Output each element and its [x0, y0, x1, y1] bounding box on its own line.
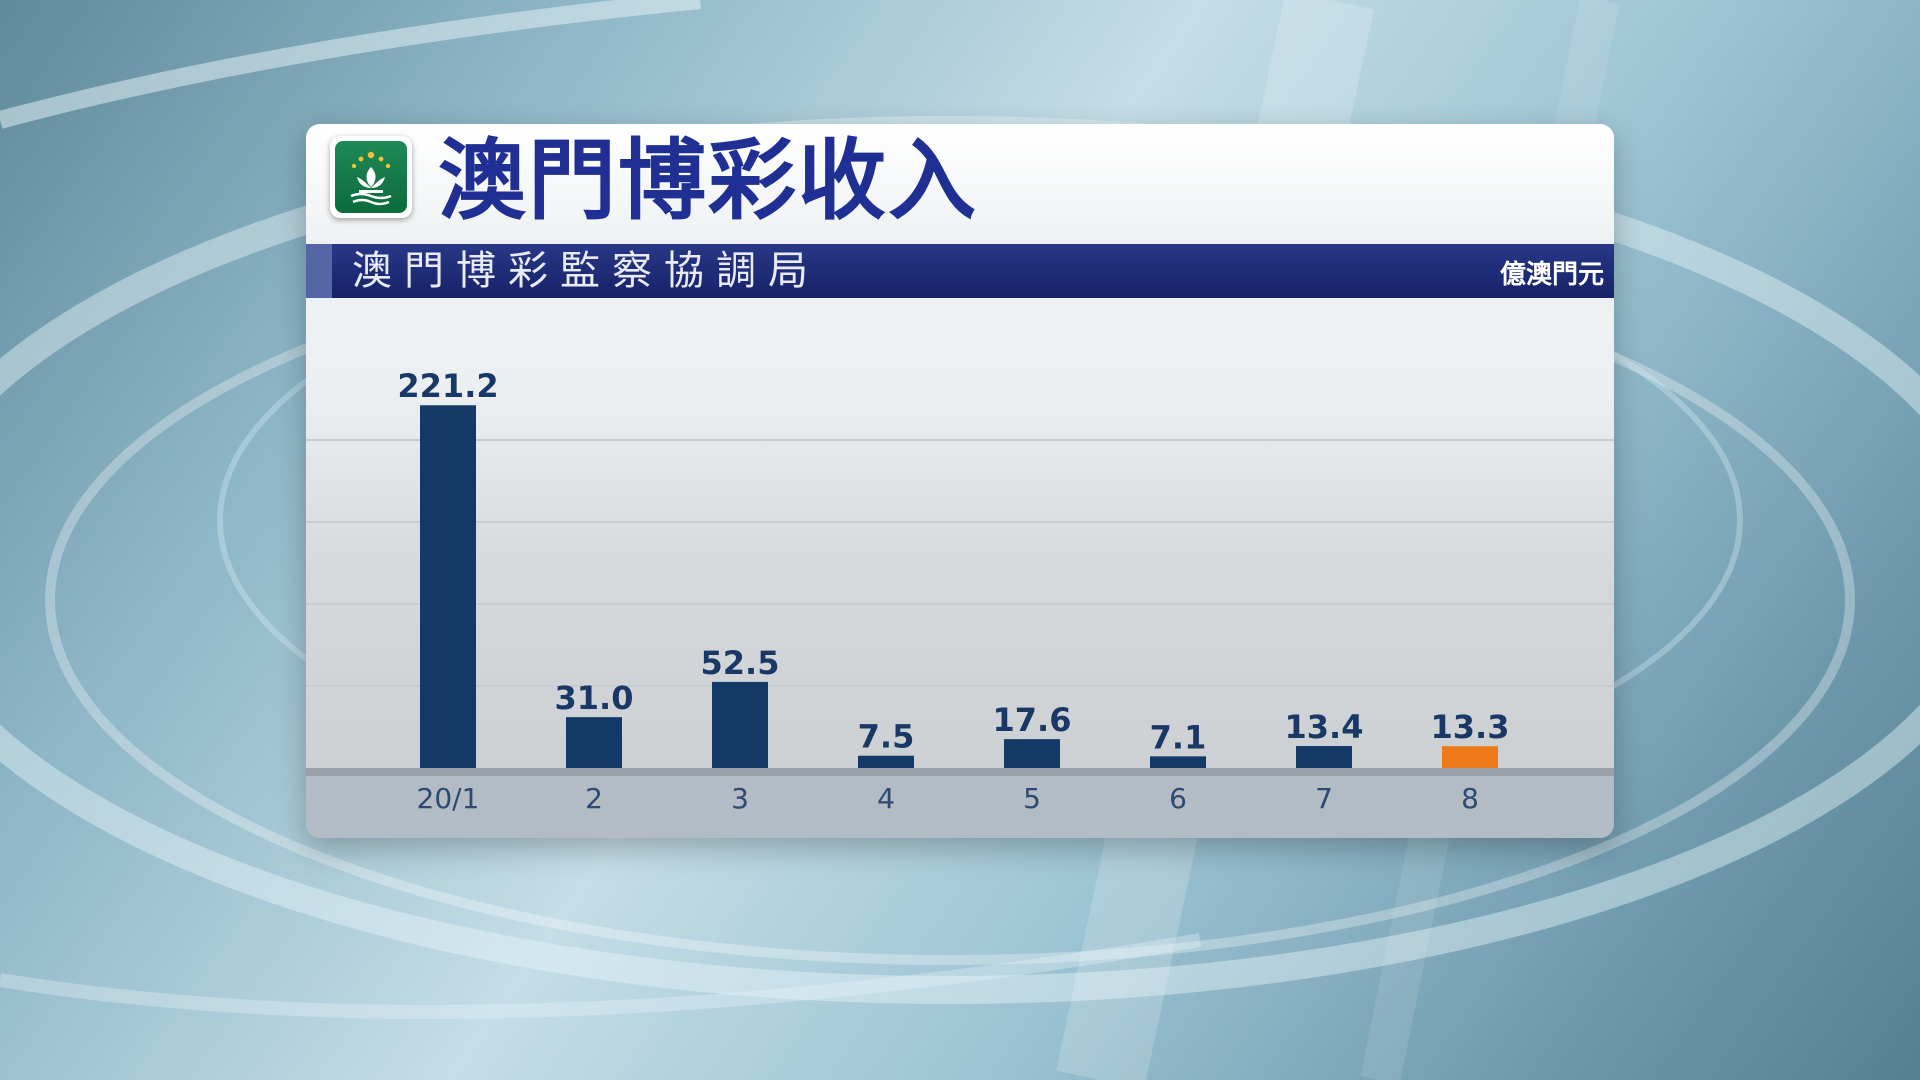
chart-card: 澳門博彩收入 澳門博彩監察協調局 億澳門元 221.2 31.0 52.5 7.5 17… — [306, 124, 1614, 838]
value-label: 13.4 — [1285, 708, 1364, 746]
gridlines — [306, 439, 1614, 687]
subtitle-band: 澳門博彩監察協調局 億澳門元 — [306, 244, 1614, 298]
value-label: 221.2 — [397, 367, 498, 405]
unit-label: 億澳門元 — [1499, 260, 1604, 290]
value-label: 31.0 — [555, 679, 634, 717]
bar-chart: 221.2 31.0 52.5 7.5 17.6 7.1 13.4 13.3 20/1 2 3 4 5… — [306, 367, 1614, 838]
bar-6 — [1150, 756, 1206, 768]
x-tick-label: 6 — [1169, 782, 1187, 815]
header-band — [306, 124, 1614, 244]
x-tick-labels: 20/1 2 3 4 5 6 7 8 — [417, 782, 1479, 815]
bar-5 — [1004, 739, 1060, 768]
bar-7 — [1296, 746, 1352, 768]
value-labels: 221.2 31.0 52.5 7.5 17.6 7.1 13.4 13.3 — [397, 367, 1509, 756]
value-label: 7.5 — [858, 718, 915, 756]
value-label: 17.6 — [993, 701, 1072, 739]
bar-4 — [858, 755, 914, 768]
x-tick-label: 20/1 — [417, 782, 480, 815]
x-tick-label: 4 — [877, 782, 895, 815]
x-tick-label: 2 — [585, 782, 603, 815]
bar-3 — [712, 681, 768, 768]
x-tick-label: 8 — [1461, 782, 1479, 815]
subtitle-accent — [306, 244, 332, 298]
bars — [420, 405, 1498, 768]
x-axis-line — [306, 768, 1614, 776]
bar-20-1 — [420, 405, 476, 768]
x-axis — [306, 768, 1614, 838]
chart-title: 澳門博彩收入 — [438, 129, 979, 232]
lotus-icon — [350, 151, 392, 206]
x-axis-band — [306, 776, 1614, 838]
value-label: 13.3 — [1431, 708, 1510, 746]
bar-8 — [1442, 746, 1498, 768]
emblem-background — [335, 141, 407, 213]
x-tick-label: 5 — [1023, 782, 1041, 815]
value-label: 7.1 — [1150, 718, 1207, 756]
source-subtitle: 澳門博彩監察協調局 — [352, 248, 820, 294]
bar-2 — [566, 717, 622, 768]
x-tick-label: 3 — [731, 782, 749, 815]
macau-emblem-icon — [330, 136, 412, 218]
value-label: 52.5 — [701, 644, 780, 682]
x-tick-label: 7 — [1315, 782, 1333, 815]
